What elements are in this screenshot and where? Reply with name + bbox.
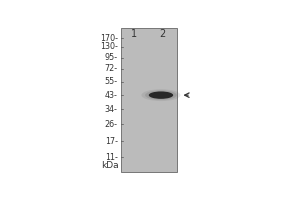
Text: kDa: kDa	[101, 161, 119, 170]
Text: 34-: 34-	[105, 105, 118, 114]
Ellipse shape	[149, 91, 173, 99]
Text: 1: 1	[131, 29, 137, 39]
Text: 11-: 11-	[105, 153, 118, 162]
Ellipse shape	[145, 90, 177, 100]
Text: 17-: 17-	[105, 137, 118, 146]
Text: 130-: 130-	[100, 42, 118, 51]
Bar	[121, 28, 177, 172]
Text: 72-: 72-	[105, 64, 118, 73]
Text: 55-: 55-	[105, 77, 118, 86]
Text: 2: 2	[159, 29, 165, 39]
Text: 26-: 26-	[105, 120, 118, 129]
Text: 170-: 170-	[100, 34, 118, 43]
Text: 95-: 95-	[105, 53, 118, 62]
Ellipse shape	[141, 89, 181, 101]
Text: 43-: 43-	[105, 91, 118, 100]
